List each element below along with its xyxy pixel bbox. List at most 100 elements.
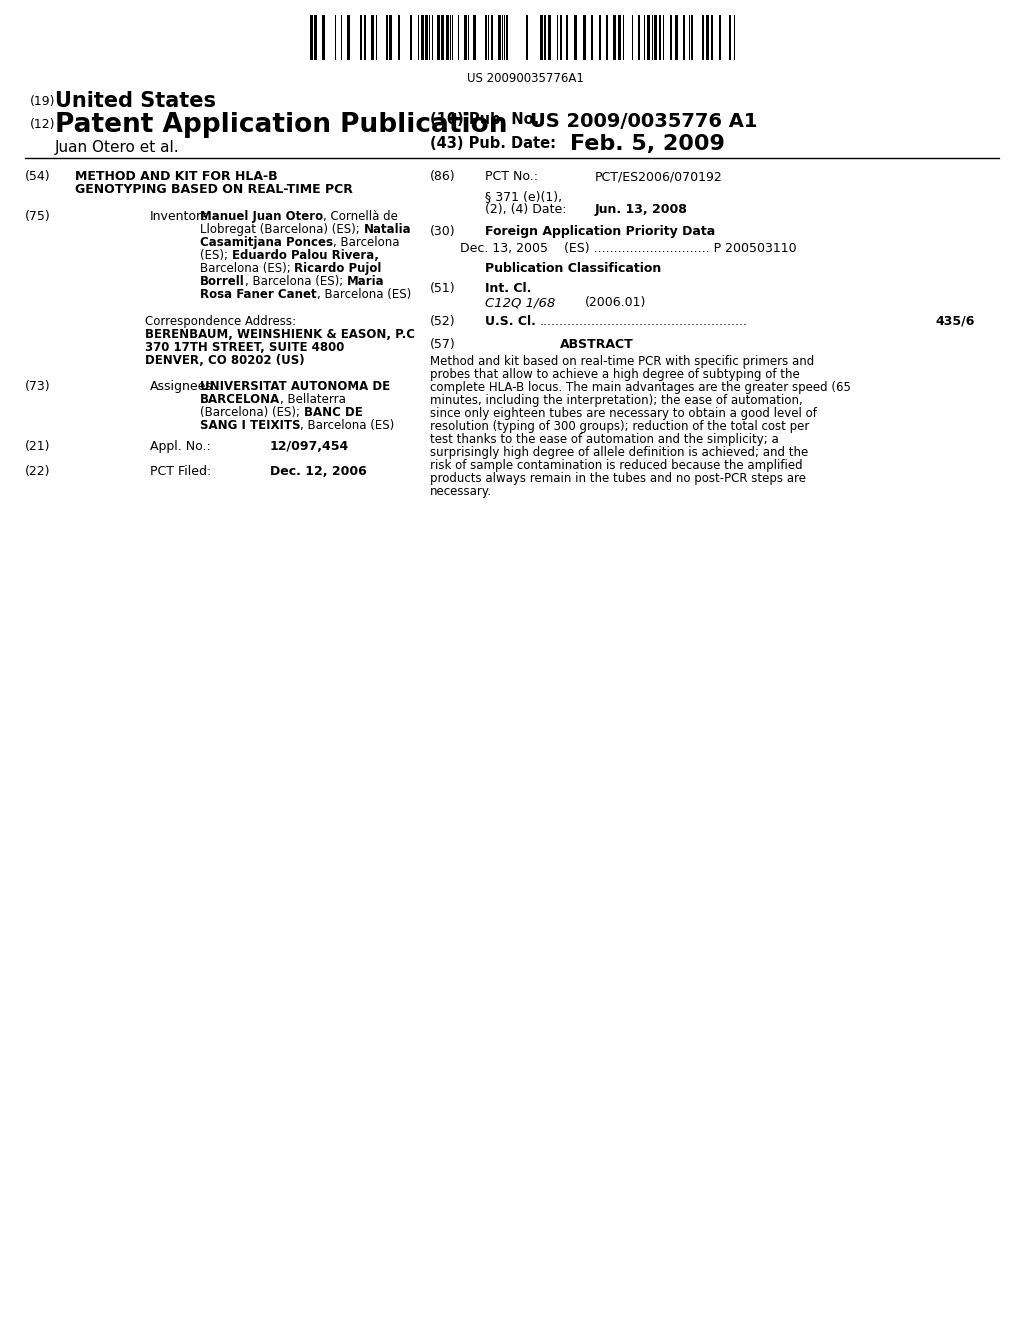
Text: Jun. 13, 2008: Jun. 13, 2008 <box>595 203 688 216</box>
Bar <box>322 15 325 59</box>
Text: Casamitjana Ponces: Casamitjana Ponces <box>200 236 333 249</box>
Text: Foreign Application Priority Data: Foreign Application Priority Data <box>485 224 715 238</box>
Text: , Bellaterra: , Bellaterra <box>281 393 346 407</box>
Bar <box>711 15 713 59</box>
Text: (2006.01): (2006.01) <box>585 296 646 309</box>
Bar <box>583 15 586 59</box>
Bar <box>618 15 621 59</box>
Text: products always remain in the tubes and no post-PCR steps are: products always remain in the tubes and … <box>430 473 806 484</box>
Bar <box>638 15 640 59</box>
Bar <box>371 15 374 59</box>
Bar <box>485 15 487 59</box>
Text: METHOD AND KIT FOR HLA-B: METHOD AND KIT FOR HLA-B <box>75 170 278 183</box>
Text: Dec. 13, 2005    (ES) ............................. P 200503110: Dec. 13, 2005 (ES) .....................… <box>460 242 797 255</box>
Bar <box>360 15 362 59</box>
Text: Natalia: Natalia <box>364 223 411 236</box>
Bar <box>606 15 608 59</box>
Text: Dec. 12, 2006: Dec. 12, 2006 <box>270 465 367 478</box>
Text: complete HLA-B locus. The main advantages are the greater speed (65: complete HLA-B locus. The main advantage… <box>430 381 851 393</box>
Bar <box>548 15 551 59</box>
Text: (ES);: (ES); <box>200 249 231 261</box>
Bar <box>464 15 467 59</box>
Text: ABSTRACT: ABSTRACT <box>560 338 634 351</box>
Text: Maria: Maria <box>347 275 384 288</box>
Text: Inventors:: Inventors: <box>150 210 213 223</box>
Bar <box>473 15 476 59</box>
Text: resolution (typing of 300 groups); reduction of the total cost per: resolution (typing of 300 groups); reduc… <box>430 420 809 433</box>
Bar <box>410 15 412 59</box>
Text: Publication Classification: Publication Classification <box>485 261 662 275</box>
Text: § 371 (e)(1),: § 371 (e)(1), <box>485 190 562 203</box>
Text: Patent Application Publication: Patent Application Publication <box>55 112 508 139</box>
Text: test thanks to the ease of automation and the simplicity; a: test thanks to the ease of automation an… <box>430 433 778 446</box>
Bar <box>386 15 388 59</box>
Text: UNIVERSITAT AUTONOMA DE: UNIVERSITAT AUTONOMA DE <box>200 380 390 393</box>
Bar <box>425 15 428 59</box>
Text: Appl. No.:: Appl. No.: <box>150 440 211 453</box>
Text: surprisingly high degree of allele definition is achieved; and the: surprisingly high degree of allele defin… <box>430 446 808 459</box>
Text: U.S. Cl.: U.S. Cl. <box>485 315 536 327</box>
Text: (21): (21) <box>25 440 50 453</box>
Bar <box>659 15 662 59</box>
Text: Rosa Faner Canet: Rosa Faner Canet <box>200 288 316 301</box>
Text: (54): (54) <box>25 170 50 183</box>
Text: Correspondence Address:: Correspondence Address: <box>145 315 296 327</box>
Text: C12Q 1/68: C12Q 1/68 <box>485 296 555 309</box>
Bar <box>506 15 508 59</box>
Text: (57): (57) <box>430 338 456 351</box>
Text: (12): (12) <box>30 117 55 131</box>
Text: BERENBAUM, WEINSHIENK & EASON, P.C: BERENBAUM, WEINSHIENK & EASON, P.C <box>145 327 415 341</box>
Text: United States: United States <box>55 91 216 111</box>
Text: 12/097,454: 12/097,454 <box>270 440 349 453</box>
Bar <box>560 15 562 59</box>
Text: Manuel Juan Otero: Manuel Juan Otero <box>200 210 324 223</box>
Text: US 2009/0035776 A1: US 2009/0035776 A1 <box>530 112 758 131</box>
Bar <box>719 15 721 59</box>
Text: , Barcelona (ES): , Barcelona (ES) <box>300 418 394 432</box>
Text: Juan Otero et al.: Juan Otero et al. <box>55 140 179 154</box>
Text: (52): (52) <box>430 315 456 327</box>
Bar <box>490 15 493 59</box>
Text: GENOTYPING BASED ON REAL-TIME PCR: GENOTYPING BASED ON REAL-TIME PCR <box>75 183 353 195</box>
Text: Barcelona (ES);: Barcelona (ES); <box>200 261 295 275</box>
Text: BANC DE: BANC DE <box>304 407 362 418</box>
Text: BARCELONA: BARCELONA <box>200 393 281 407</box>
Bar <box>654 15 657 59</box>
Bar <box>526 15 528 59</box>
Text: Borrell: Borrell <box>200 275 245 288</box>
Text: since only eighteen tubes are necessary to obtain a good level of: since only eighteen tubes are necessary … <box>430 407 817 420</box>
Text: PCT Filed:: PCT Filed: <box>150 465 211 478</box>
Text: , Cornellà de: , Cornellà de <box>324 210 398 223</box>
Text: (30): (30) <box>430 224 456 238</box>
Bar <box>691 15 693 59</box>
Bar <box>706 15 709 59</box>
Text: Method and kit based on real-time PCR with specific primers and: Method and kit based on real-time PCR wi… <box>430 355 814 368</box>
Bar <box>599 15 601 59</box>
Bar <box>675 15 678 59</box>
Bar <box>574 15 577 59</box>
Text: minutes, including the interpretation); the ease of automation,: minutes, including the interpretation); … <box>430 393 803 407</box>
Bar <box>310 15 313 59</box>
Text: 370 17TH STREET, SUITE 4800: 370 17TH STREET, SUITE 4800 <box>145 341 344 354</box>
Text: PCT/ES2006/070192: PCT/ES2006/070192 <box>595 170 723 183</box>
Bar <box>364 15 366 59</box>
Bar <box>702 15 705 59</box>
Text: probes that allow to achieve a high degree of subtyping of the: probes that allow to achieve a high degr… <box>430 368 800 381</box>
Text: Assignees:: Assignees: <box>150 380 217 393</box>
Text: , Barcelona (ES): , Barcelona (ES) <box>316 288 411 301</box>
Bar <box>670 15 672 59</box>
Bar <box>647 15 650 59</box>
Bar <box>498 15 501 59</box>
Text: (51): (51) <box>430 282 456 294</box>
Text: (22): (22) <box>25 465 50 478</box>
Text: (10) Pub. No.:: (10) Pub. No.: <box>430 112 545 127</box>
Text: US 20090035776A1: US 20090035776A1 <box>467 73 584 84</box>
Bar <box>729 15 731 59</box>
Text: , Barcelona: , Barcelona <box>333 236 399 249</box>
Text: Llobregat (Barcelona) (ES);: Llobregat (Barcelona) (ES); <box>200 223 364 236</box>
Text: Eduardo Palou Rivera,: Eduardo Palou Rivera, <box>231 249 379 261</box>
Bar <box>683 15 685 59</box>
Text: 435/6: 435/6 <box>936 315 975 327</box>
Bar <box>446 15 449 59</box>
Bar <box>544 15 546 59</box>
